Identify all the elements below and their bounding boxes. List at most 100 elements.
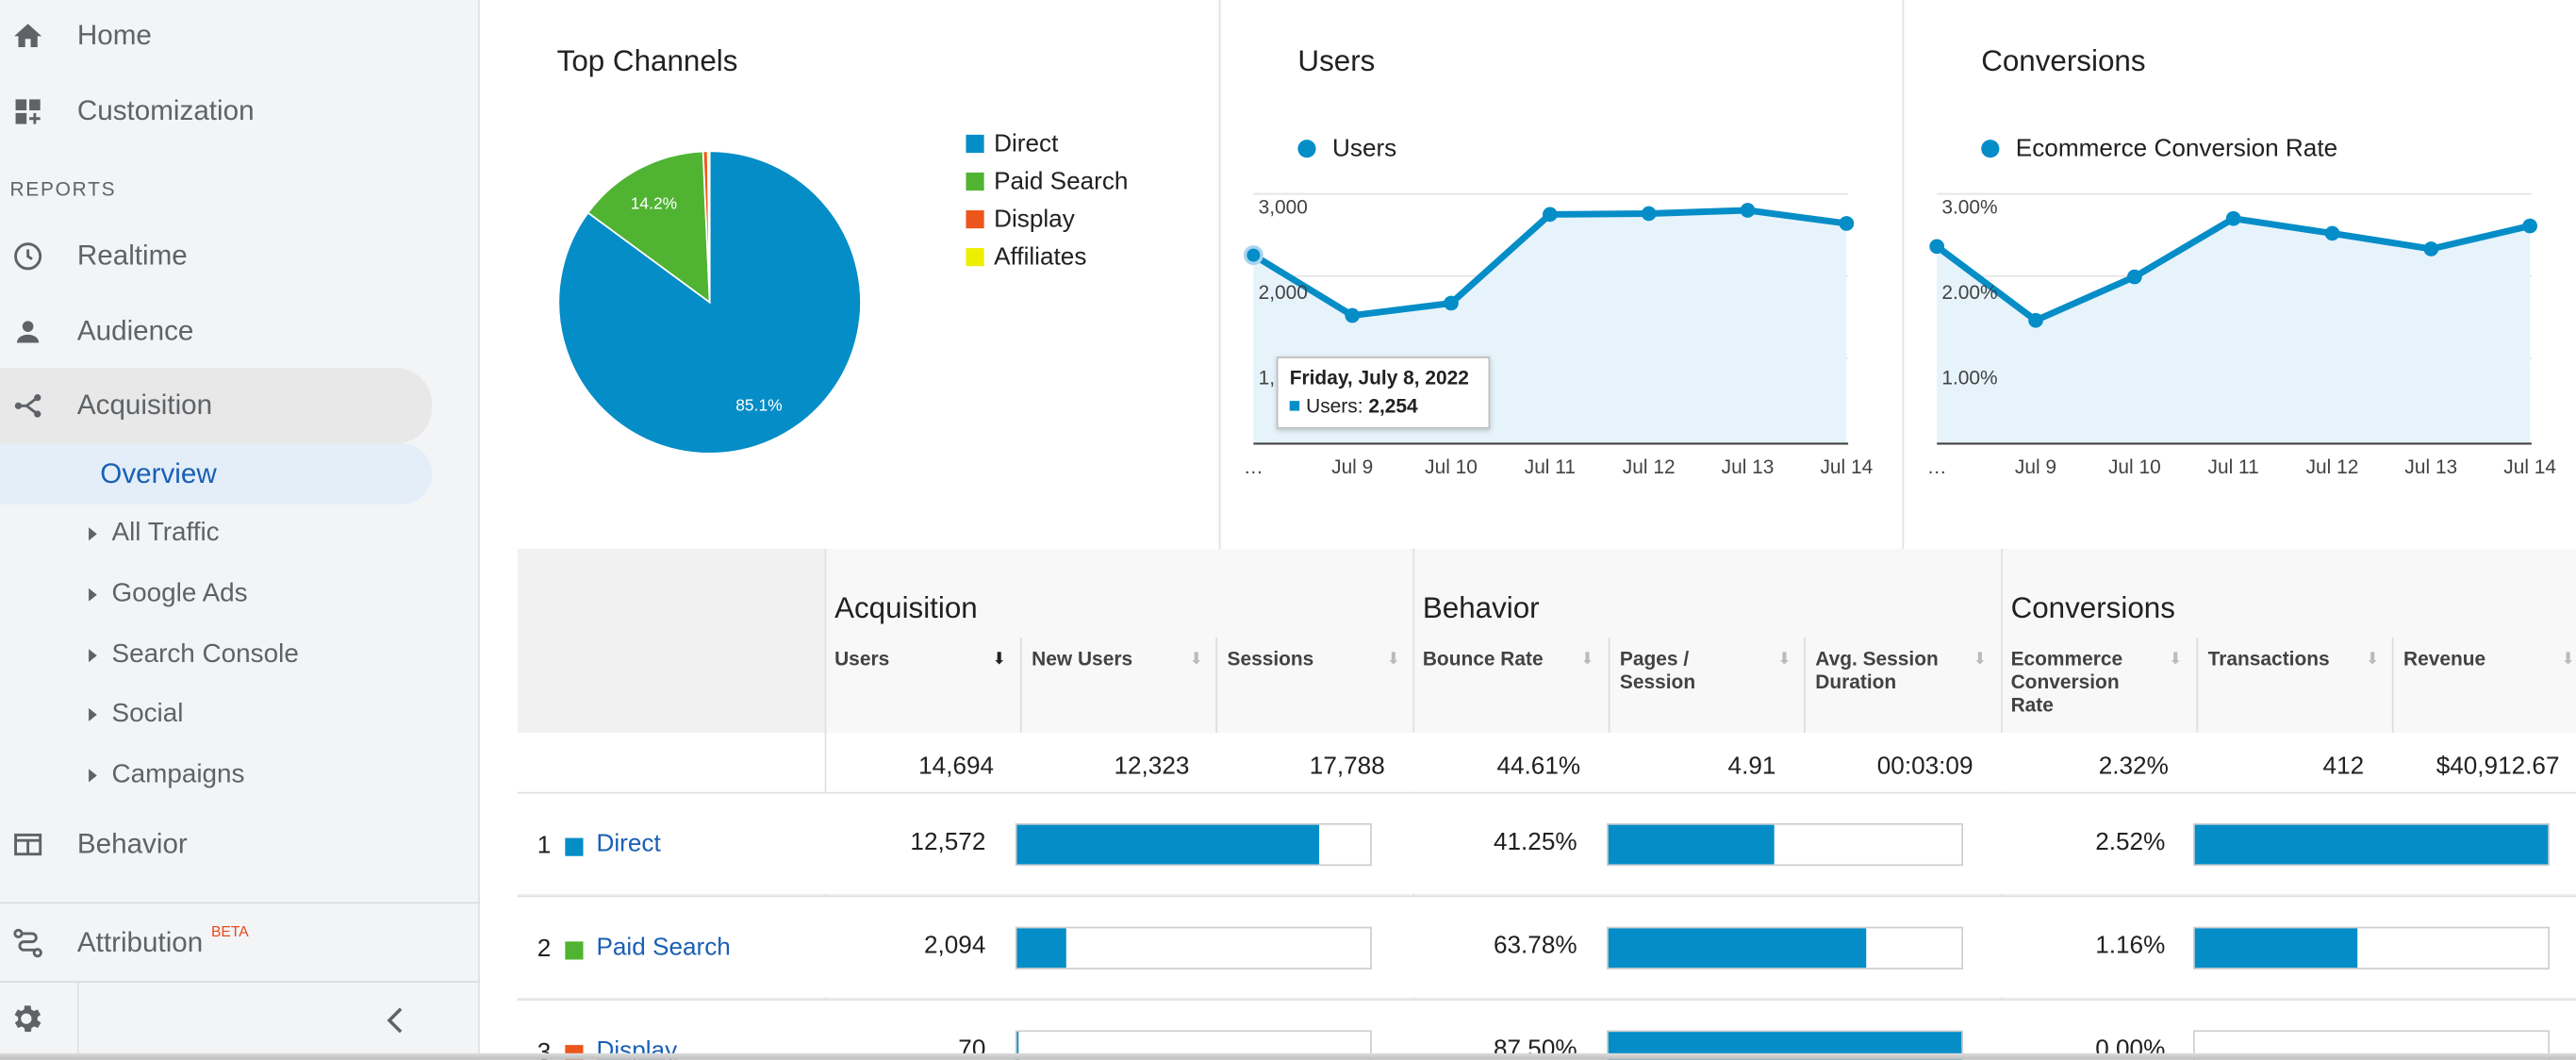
table-row: 2 Paid Search 2,094 63.78% 1.16% bbox=[517, 895, 2576, 998]
col-sessions[interactable]: Sessions bbox=[1227, 647, 1314, 671]
col-users[interactable]: Users bbox=[834, 647, 890, 671]
col-new-users[interactable]: New Users bbox=[1032, 647, 1133, 671]
data-point[interactable] bbox=[2423, 241, 2439, 257]
nav-campaigns[interactable]: Campaigns bbox=[0, 748, 244, 803]
col-ecommerce-conversion-rate[interactable]: Ecommerce Conversion Rate bbox=[2010, 647, 2123, 717]
data-point[interactable] bbox=[2225, 210, 2241, 226]
row-conversion-rate: 2.52% bbox=[2095, 828, 2166, 856]
sort-icon[interactable]: ⬇ bbox=[1777, 650, 1792, 670]
pie-label-paid-search: 14.2% bbox=[631, 193, 677, 212]
legend-swatch bbox=[966, 248, 984, 267]
attribution-icon bbox=[9, 925, 45, 961]
legend-affiliates[interactable]: Affiliates bbox=[966, 242, 1087, 272]
sort-icon[interactable]: ⬇ bbox=[1973, 650, 1988, 670]
top-channels-pie[interactable]: 85.1% 14.2% bbox=[555, 148, 865, 457]
pie-slice-paid-search[interactable] bbox=[586, 150, 711, 305]
sort-icon[interactable]: ⬇ bbox=[1580, 650, 1594, 670]
sort-icon[interactable]: ⬇ bbox=[2365, 650, 2380, 670]
tooltip-label: Users: bbox=[1306, 394, 1363, 418]
nav-behavior[interactable]: Behavior bbox=[0, 808, 188, 881]
users-chart[interactable]: 3,000 2,000 1, … Jul 9 Jul 10 Jul 11 Jul 12 J… bbox=[1221, 181, 1905, 493]
expand-triangle-icon bbox=[89, 707, 97, 721]
legend-swatch bbox=[966, 134, 984, 154]
pie-slice-affiliates[interactable] bbox=[706, 150, 711, 303]
total-revenue: $40,912.67 bbox=[2436, 752, 2560, 781]
nav-acquisition[interactable]: Acquisition bbox=[0, 370, 212, 442]
data-point[interactable] bbox=[1740, 203, 1756, 218]
col-avg-session-duration[interactable]: Avg. Session Duration bbox=[1815, 647, 1939, 694]
data-point[interactable] bbox=[1929, 239, 1945, 255]
users-share-fill bbox=[1016, 824, 1319, 865]
dashboard-icon bbox=[9, 93, 45, 129]
nav-social[interactable]: Social bbox=[0, 687, 183, 742]
legend-affiliates-label: Affiliates bbox=[994, 242, 1087, 272]
col-separator bbox=[1804, 638, 1806, 734]
nav-social-label: Social bbox=[111, 700, 184, 728]
settings-separator bbox=[76, 982, 79, 1060]
nav-realtime-label: Realtime bbox=[76, 240, 188, 272]
sidebar-divider-bottom bbox=[0, 981, 480, 983]
col-transactions[interactable]: Transactions bbox=[2207, 647, 2330, 671]
data-point[interactable] bbox=[2126, 269, 2142, 285]
row-channel-link[interactable]: Direct bbox=[596, 829, 661, 858]
data-point[interactable] bbox=[1839, 216, 1855, 231]
total-transactions: 412 bbox=[2322, 752, 2365, 781]
users-share-fill bbox=[1016, 928, 1066, 969]
data-point[interactable] bbox=[1543, 207, 1558, 223]
beta-badge: BETA bbox=[210, 923, 249, 940]
data-point[interactable] bbox=[2522, 218, 2537, 234]
total-sessions: 17,788 bbox=[1309, 752, 1385, 781]
legend-paid-search[interactable]: Paid Search bbox=[966, 168, 1128, 195]
conversions-card: Conversions Ecommerce Conversion Rate 3.… bbox=[1904, 0, 2576, 549]
col-pages-session[interactable]: Pages / Session bbox=[1619, 647, 1696, 694]
y-tick: 1.00% bbox=[1941, 368, 1997, 389]
y-tick: 1, bbox=[1259, 368, 1275, 389]
col-separator bbox=[2391, 638, 2394, 734]
transactions-share-fill bbox=[2194, 824, 2549, 865]
nav-all-traffic[interactable]: All Traffic bbox=[0, 506, 220, 562]
collapse-chevron-icon[interactable] bbox=[383, 1004, 409, 1046]
sort-icon[interactable]: ⬇ bbox=[2168, 650, 2183, 670]
total-users: 14,694 bbox=[918, 752, 995, 781]
nav-realtime[interactable]: Realtime bbox=[0, 220, 188, 292]
users-card: Users Users 3,000 2,000 1, … Jul 9 Jul 10 J… bbox=[1220, 0, 1905, 549]
legend-dot bbox=[1981, 140, 2000, 158]
col-revenue[interactable]: Revenue bbox=[2403, 647, 2486, 671]
x-tick: Jul 10 bbox=[1425, 456, 1478, 478]
sort-icon[interactable]: ⬇ bbox=[1386, 650, 1401, 670]
legend-direct[interactable]: Direct bbox=[966, 130, 1058, 157]
sort-icon[interactable]: ⬇ bbox=[2561, 650, 2575, 670]
nav-google-ads[interactable]: Google Ads bbox=[0, 567, 248, 622]
data-point[interactable] bbox=[1641, 206, 1657, 222]
table-header-bg bbox=[824, 548, 2576, 734]
totals-row bbox=[826, 733, 2576, 792]
x-tick: Jul 12 bbox=[1623, 456, 1676, 478]
tooltip-swatch bbox=[1289, 401, 1300, 411]
sort-icon[interactable]: ⬇ bbox=[1189, 650, 1204, 670]
sort-desc-icon[interactable]: ⬇ bbox=[992, 650, 1006, 670]
col-bounce-rate[interactable]: Bounce Rate bbox=[1422, 647, 1544, 671]
group-behavior: Behavior bbox=[1422, 591, 1540, 625]
data-point[interactable] bbox=[2324, 225, 2340, 241]
x-tick: Jul 12 bbox=[2306, 456, 2359, 478]
transactions-share-bar bbox=[2192, 926, 2551, 969]
data-point[interactable] bbox=[2028, 312, 2043, 328]
expand-triangle-icon bbox=[89, 527, 97, 541]
row-channel-link[interactable]: Paid Search bbox=[596, 933, 731, 962]
nav-audience[interactable]: Audience bbox=[0, 296, 193, 369]
users-share-fill bbox=[1016, 1032, 1019, 1060]
data-point[interactable] bbox=[1345, 307, 1361, 323]
nav-home[interactable]: Home bbox=[0, 0, 152, 73]
row-number: 1 bbox=[537, 831, 552, 860]
nav-overview[interactable]: Overview bbox=[100, 458, 217, 490]
data-point[interactable] bbox=[1444, 295, 1459, 311]
nav-attribution[interactable]: Attribution BETA bbox=[0, 907, 249, 980]
conversions-chart[interactable]: 3.00% 2.00% 1.00% … Jul 9 Jul 10 Jul 11 Jul … bbox=[1904, 181, 2576, 493]
transactions-share-fill bbox=[2194, 928, 2358, 969]
x-tick: Jul 10 bbox=[2108, 456, 2161, 478]
nav-search-console[interactable]: Search Console bbox=[0, 628, 299, 684]
legend-display[interactable]: Display bbox=[966, 206, 1075, 233]
settings-icon[interactable] bbox=[8, 1001, 44, 1045]
nav-customization[interactable]: Customization bbox=[0, 75, 255, 148]
data-point[interactable] bbox=[1243, 245, 1263, 266]
